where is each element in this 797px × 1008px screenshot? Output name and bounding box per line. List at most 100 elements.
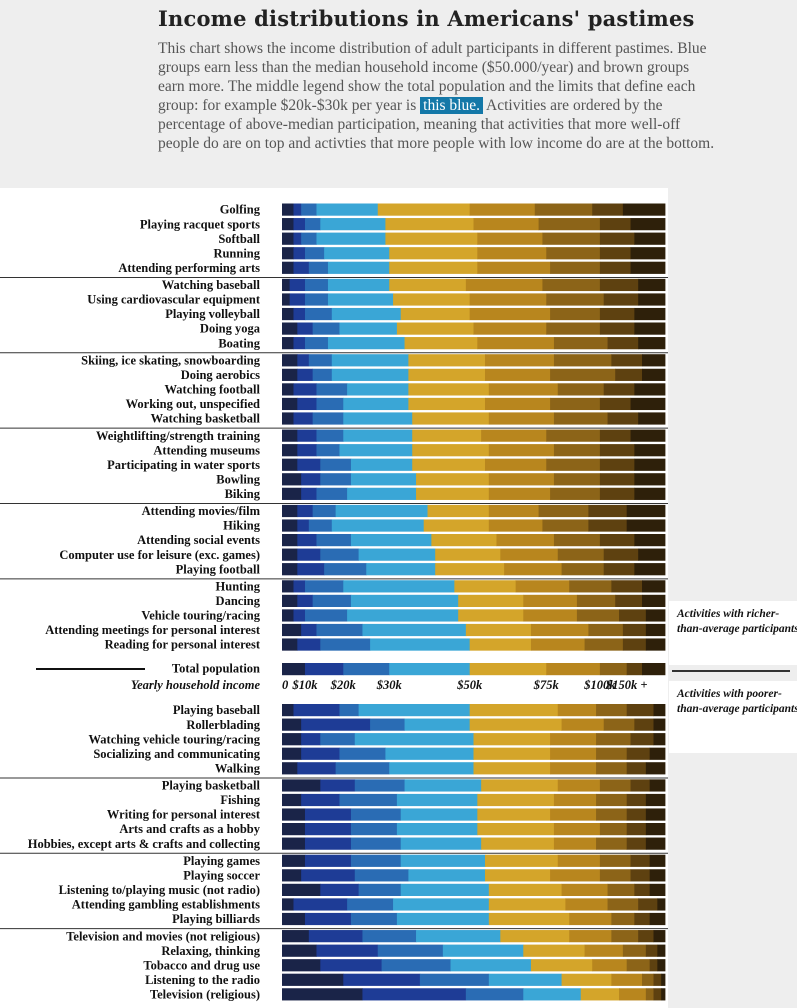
rich-row-bar-segment xyxy=(282,322,298,335)
callout-richer: Activities with richer-than-average part… xyxy=(669,601,797,665)
rich-row-bar-segment xyxy=(484,368,551,381)
poor-row-bar-segment xyxy=(550,869,601,882)
rich-row-bar-segment xyxy=(297,638,321,651)
rich-row-bar-segment xyxy=(553,473,601,486)
rich-row-bar-segment xyxy=(634,232,666,245)
rich-row-bar-segment xyxy=(584,638,624,651)
rich-row-label: Attending movies/film xyxy=(142,504,261,518)
rich-row-bar-segment xyxy=(282,609,294,622)
rich-row-bar-segment xyxy=(282,247,294,260)
rich-row-bar-segment xyxy=(538,504,589,518)
rich-row-bar-segment xyxy=(282,594,298,607)
legend-bar-segment xyxy=(282,663,306,676)
poor-row-bar-segment xyxy=(481,837,555,850)
intro-text-end: Activities are ordered by the percentage… xyxy=(158,97,715,152)
rich-row-bar-segment xyxy=(324,563,367,576)
rich-row-bar-segment xyxy=(458,594,524,607)
poor-row-bar-segment xyxy=(347,898,394,911)
rich-row-bar-segment xyxy=(297,534,317,547)
rich-row-label: Watching baseball xyxy=(162,278,261,292)
poor-row-label: Listening to the radio xyxy=(145,973,260,987)
poor-row-bar-segment xyxy=(634,883,651,896)
rich-row-bar-segment xyxy=(293,580,306,593)
rich-row-bar-segment xyxy=(385,232,478,245)
rich-row-label: Boating xyxy=(218,336,260,350)
poor-row-bar-segment xyxy=(282,854,306,867)
poor-row-bar-segment xyxy=(653,973,662,986)
rich-row-bar-segment xyxy=(622,203,666,216)
rich-row-bar-segment xyxy=(412,412,490,425)
rich-row-bar-segment xyxy=(542,232,601,245)
poor-row-bar-segment xyxy=(396,912,490,926)
rich-row-bar-segment xyxy=(312,504,337,518)
rich-row-bar-segment xyxy=(473,322,547,335)
poor-row-label: Hobbies, except arts & crafts and collec… xyxy=(28,837,261,851)
poor-row-label: Playing games xyxy=(183,854,260,868)
rich-row-label: Bowling xyxy=(216,472,261,486)
rich-row-bar-segment xyxy=(496,534,555,547)
rich-row-bar-segment xyxy=(308,261,329,274)
rich-row-bar-segment xyxy=(370,638,471,651)
poor-row-bar-segment xyxy=(477,823,555,836)
poor-row-bar-segment xyxy=(304,854,352,867)
rich-row-bar-segment xyxy=(634,534,666,547)
poor-row-bar-segment xyxy=(488,973,562,986)
poor-row-bar-segment xyxy=(308,930,363,943)
rich-row-bar-segment xyxy=(350,473,417,486)
poor-row-bar-segment xyxy=(481,779,559,792)
rich-row-bar-segment xyxy=(638,278,666,292)
legend-bar-segment xyxy=(626,663,643,676)
rich-row-bar-segment xyxy=(389,261,478,274)
poor-row-bar-segment xyxy=(339,704,359,717)
rich-row-bar-segment xyxy=(327,337,405,350)
rich-row-bar-segment xyxy=(320,473,352,486)
poor-row-bar-segment xyxy=(630,733,654,746)
poor-row-bar-segment xyxy=(645,823,666,836)
poor-row-bar-segment xyxy=(557,704,597,717)
poor-row-bar-segment xyxy=(649,854,666,867)
rich-row-bar-segment xyxy=(484,458,547,471)
poor-row-bar-segment xyxy=(293,704,340,717)
rich-row-bar-segment xyxy=(599,232,635,245)
rich-row-bar-segment xyxy=(488,444,555,457)
rich-row-label: Doing aerobics xyxy=(181,368,260,382)
legend-bar-segment xyxy=(389,663,471,676)
rich-row-bar-segment xyxy=(557,548,605,561)
poor-row-label: Walking xyxy=(215,761,261,775)
poor-row-bar-segment xyxy=(282,973,344,986)
legend-tick-label: $100k xyxy=(583,678,616,692)
rich-row-bar-segment xyxy=(282,383,294,396)
rich-row-bar-segment xyxy=(304,307,333,321)
poor-row-bar-segment xyxy=(596,747,628,760)
poor-row-bar-segment xyxy=(553,793,597,807)
rich-row-bar-segment xyxy=(293,337,306,350)
rich-row-bar-segment xyxy=(400,307,471,321)
rich-row-bar-segment xyxy=(316,397,344,411)
rich-row-bar-segment xyxy=(316,203,379,216)
rich-row-bar-segment xyxy=(312,368,333,381)
rich-row-bar-segment xyxy=(282,623,302,637)
poor-row-bar-segment xyxy=(599,823,628,836)
rich-row-bar-segment xyxy=(630,247,666,260)
poor-row-label: Playing soccer xyxy=(183,868,260,882)
rich-row-bar-segment xyxy=(297,594,314,607)
poor-row-bar-segment xyxy=(301,747,340,760)
rich-row-label: Hunting xyxy=(216,579,261,593)
rich-row-bar-segment xyxy=(634,322,666,335)
rich-row-label: Computer use for leisure (exc. games) xyxy=(59,548,260,562)
legend-bar-segment xyxy=(546,663,601,676)
rich-row-bar-segment xyxy=(339,322,398,335)
poor-row-label: Arts and crafts as a hobby xyxy=(119,822,260,836)
rich-row-label: Softball xyxy=(218,232,260,246)
poor-row-bar-segment xyxy=(282,883,321,896)
rich-row-bar-segment xyxy=(327,278,390,292)
poor-row-bar-segment xyxy=(282,779,321,792)
rich-row-bar-segment xyxy=(504,563,562,576)
rich-row-bar-segment xyxy=(293,247,306,260)
rich-row-bar-segment xyxy=(350,594,459,607)
legend-bar-segment xyxy=(343,663,390,676)
poor-row-bar-segment xyxy=(320,883,359,896)
rich-row-bar-segment xyxy=(366,563,436,576)
poor-row-bar-segment xyxy=(358,704,471,717)
rich-row-bar-segment xyxy=(634,458,666,471)
